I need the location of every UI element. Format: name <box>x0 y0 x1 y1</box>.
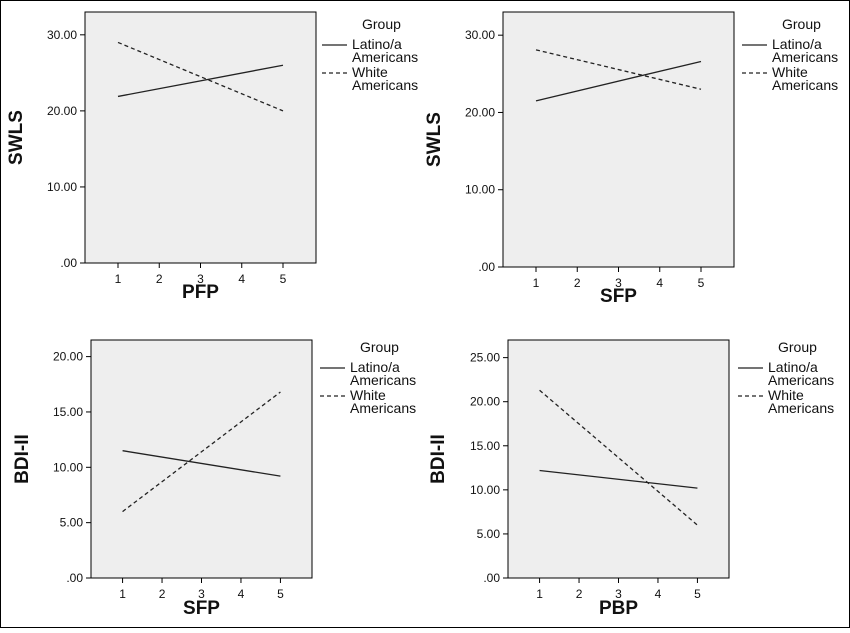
x-tick-label: 1 <box>533 276 540 290</box>
y-tick-label: 20.00 <box>470 395 500 409</box>
legend-entry-text: Americans <box>352 49 418 65</box>
y-axis-title: BDI-II <box>428 434 449 484</box>
series-line-latino <box>539 469 698 489</box>
plot-area <box>84 11 317 264</box>
y-tick-label: 15.00 <box>53 405 83 419</box>
x-tick-label: 4 <box>656 276 663 290</box>
legend-entry-text: White <box>772 64 808 80</box>
x-tick-label: 3 <box>197 272 204 286</box>
legend-entry-text: Americans <box>768 400 834 416</box>
x-tick-label: 2 <box>159 587 166 601</box>
y-tick-label: 20.00 <box>53 350 83 364</box>
x-tick-label: 5 <box>694 587 701 601</box>
legend-entry-text: White <box>352 64 388 80</box>
legend-entry-text: Latino/a <box>768 359 818 375</box>
y-tick-label: 30.00 <box>47 28 77 42</box>
y-tick-label: 5.00 <box>60 516 84 530</box>
plot-area <box>90 339 313 579</box>
y-tick-label: .00 <box>66 571 83 585</box>
series-line-latino <box>122 450 281 477</box>
x-tick-label: 1 <box>119 587 126 601</box>
y-tick-label: 15.00 <box>470 439 500 453</box>
y-tick-label: 20.00 <box>47 104 77 118</box>
legend-entry-text: Latino/a <box>772 36 822 52</box>
legend-entry-text: Americans <box>350 372 416 388</box>
x-tick-label: 1 <box>536 587 543 601</box>
chart-panel-1: .00 10.00 20.00 30.00 1 2 3 4 5 PFP SWLS Group Latin… <box>6 11 418 303</box>
x-tick-label: 5 <box>698 276 705 290</box>
x-tick-label: 4 <box>238 587 245 601</box>
x-tick-label: 3 <box>615 276 622 290</box>
x-tick-label: 2 <box>156 272 163 286</box>
y-tick-label: .00 <box>483 571 500 585</box>
plot-area <box>507 339 730 579</box>
legend-entry-text: Americans <box>352 77 418 93</box>
y-tick-label: .00 <box>478 260 495 274</box>
x-tick-label: 3 <box>615 587 622 601</box>
x-axis-title: SFP <box>183 598 220 619</box>
y-tick-label: 30.00 <box>465 28 495 42</box>
legend-title: Group <box>782 16 821 32</box>
y-tick-label: .00 <box>60 256 77 270</box>
legend-entry-text: White <box>350 387 386 403</box>
series-line-latino <box>117 64 284 98</box>
y-tick-label: 25.00 <box>470 351 500 365</box>
y-tick-label: 5.00 <box>477 527 501 541</box>
legend-entry-text: Americans <box>350 400 416 416</box>
legend-entry-text: Latino/a <box>350 359 400 375</box>
x-axis-title: PFP <box>182 282 219 303</box>
legend-entry-text: Americans <box>772 49 838 65</box>
series-line-white <box>122 391 281 513</box>
y-tick-label: 10.00 <box>470 483 500 497</box>
x-tick-label: 1 <box>115 272 122 286</box>
legend-entry-text: Americans <box>772 77 838 93</box>
x-tick-label: 4 <box>238 272 245 286</box>
x-tick-label: 3 <box>198 587 205 601</box>
legend-title: Group <box>360 339 399 355</box>
chart-panel-4: .00 5.00 10.00 15.00 20.00 25.00 1 2 3 4 5 PBP BDI-I… <box>428 339 834 619</box>
x-tick-label: 2 <box>576 587 583 601</box>
x-axis-title: SFP <box>600 286 637 307</box>
plot-area <box>502 11 735 268</box>
y-tick-label: 10.00 <box>465 183 495 197</box>
series-line-white <box>535 49 702 90</box>
x-tick-label: 5 <box>277 587 284 601</box>
legend-entry-text: White <box>768 387 804 403</box>
legend-entry-text: Latino/a <box>352 36 402 52</box>
x-tick-label: 2 <box>574 276 581 290</box>
chart-panel-3: .00 5.00 10.00 15.00 20.00 1 2 3 4 5 SFP BDI-II Grou… <box>12 339 416 619</box>
x-tick-label: 5 <box>280 272 287 286</box>
series-line-white <box>117 41 284 112</box>
y-axis-title: SWLS <box>6 110 27 165</box>
chart-panel-2: .00 10.00 20.00 30.00 1 2 3 4 5 SFP SWLS Group Latin… <box>424 11 838 307</box>
y-axis-title: BDI-II <box>12 434 33 484</box>
y-axis-title: SWLS <box>424 112 445 167</box>
y-tick-label: 20.00 <box>465 105 495 119</box>
y-tick-label: 10.00 <box>47 180 77 194</box>
legend-title: Group <box>778 339 817 355</box>
legend-entry-text: Americans <box>768 372 834 388</box>
x-axis-title: PBP <box>599 598 638 619</box>
x-tick-label: 4 <box>655 587 662 601</box>
y-tick-label: 10.00 <box>53 460 83 474</box>
series-line-latino <box>535 60 702 102</box>
legend-title: Group <box>362 16 401 32</box>
